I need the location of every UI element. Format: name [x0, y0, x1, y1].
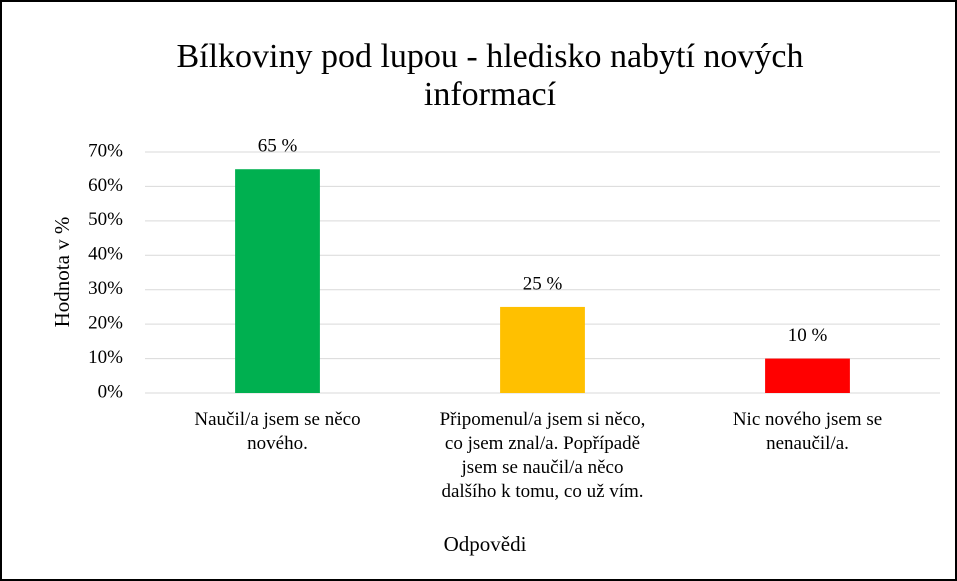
chart-title: Bílkoviny pod lupou - hledisko nabytí no… [176, 38, 804, 113]
y-axis-title: Hodnota v % [50, 216, 74, 328]
y-tick-label: 70% [88, 140, 123, 161]
bar [765, 358, 850, 393]
y-tick-label: 50% [88, 209, 123, 230]
data-label: 25 % [523, 273, 563, 294]
bar [500, 306, 585, 393]
y-tick-label: 10% [88, 347, 123, 368]
bar [235, 169, 320, 393]
x-tick-label: Připomenul/a jsem si něco, co jsem znal/… [439, 409, 646, 502]
x-tick-label: Nic nového jsem se nenaučil/a. [732, 409, 883, 454]
x-tick-label: Naučil/a jsem se něco nového. [194, 409, 361, 454]
y-tick-label: 40% [88, 244, 123, 265]
data-label: 65 % [258, 136, 298, 157]
y-tick-label: 30% [88, 278, 123, 299]
y-tick-label: 0% [98, 381, 124, 402]
y-tick-label: 20% [88, 313, 123, 334]
y-tick-label: 60% [88, 175, 123, 196]
x-axis-title: Odpovědi [443, 532, 527, 556]
data-label: 10 % [788, 325, 828, 346]
